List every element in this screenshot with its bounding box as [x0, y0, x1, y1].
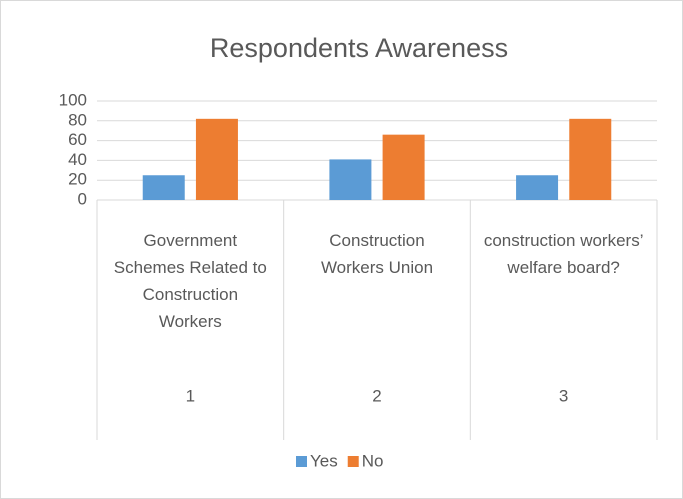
bar: [329, 159, 372, 200]
legend-swatch: [347, 456, 359, 467]
bar: [516, 175, 559, 200]
x-group-label: 3: [559, 386, 568, 405]
x-tick-label: Government Schemes Related to Constructi…: [113, 231, 267, 331]
chart-title: Respondents Awareness: [210, 33, 508, 63]
x-group-label: 2: [372, 386, 381, 405]
x-tick-label: construction workers’ welfare board?: [483, 231, 644, 277]
y-tick-label: 60: [68, 130, 87, 149]
legend-label: Yes: [310, 451, 338, 470]
x-group-label: 1: [186, 386, 195, 405]
legend-swatch: [296, 456, 307, 467]
legend-label: No: [362, 451, 384, 470]
bar: [569, 118, 612, 200]
bar: [142, 175, 185, 200]
bar: [195, 118, 238, 200]
y-tick-label: 20: [68, 170, 87, 189]
y-tick-label: 80: [68, 110, 87, 129]
y-tick-label: 40: [68, 150, 87, 169]
x-tick-label: Construction Workers Union: [320, 231, 434, 277]
y-tick-label: 100: [59, 90, 87, 109]
bar: [382, 134, 425, 200]
y-tick-label: 0: [78, 189, 87, 208]
